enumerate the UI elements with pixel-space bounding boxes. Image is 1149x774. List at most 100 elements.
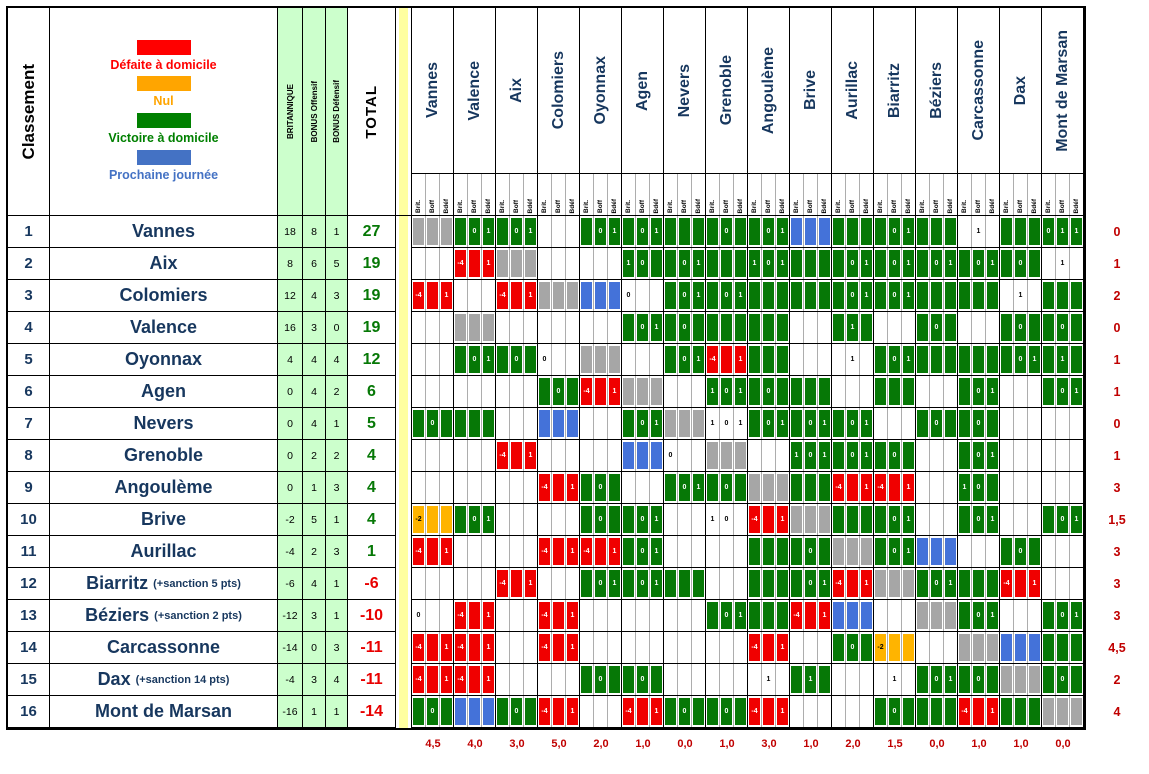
result-cell[interactable] xyxy=(874,568,916,600)
subheader-cell[interactable]: Brit. xyxy=(622,174,636,215)
result-cell[interactable]: -4 1 xyxy=(412,280,454,312)
result-cell[interactable]: -4 1 xyxy=(454,248,496,280)
result-cell[interactable] xyxy=(790,376,832,408)
bonus-offensif-cell[interactable]: 0 xyxy=(303,632,326,664)
total-points-cell[interactable]: -14 xyxy=(348,696,396,728)
bonus-offensif-cell[interactable]: 4 xyxy=(303,408,326,440)
result-cell[interactable] xyxy=(454,376,496,408)
result-cell[interactable]: -4 1 xyxy=(874,472,916,504)
result-cell[interactable]: 0 xyxy=(580,504,622,536)
result-cell[interactable] xyxy=(496,472,538,504)
subheader-cell[interactable]: Bdéf xyxy=(608,174,621,215)
subheader-cell[interactable]: Brit. xyxy=(958,174,972,215)
result-cell[interactable] xyxy=(580,600,622,632)
result-cell[interactable]: -4 1 xyxy=(412,632,454,664)
britannique-points-cell[interactable]: -2 xyxy=(278,504,303,536)
opponent-header-column[interactable]: Béziers Brit. Boff Bdéf xyxy=(916,8,958,215)
result-cell[interactable]: -4 1 xyxy=(412,664,454,696)
result-cell[interactable]: 0 xyxy=(748,376,790,408)
result-cell[interactable] xyxy=(748,568,790,600)
team-name-cell[interactable]: Aurillac xyxy=(50,536,278,568)
team-name-cell[interactable]: Dax (+sanction 14 pts) xyxy=(50,664,278,696)
bonus-defensif-cell[interactable]: 4 xyxy=(326,344,348,376)
subheader-cell[interactable]: Brit. xyxy=(412,174,426,215)
bonus-offensif-header-cell[interactable]: BONUS Offensif xyxy=(303,8,326,215)
opponent-header-column[interactable]: Vannes Brit. Boff Bdéf xyxy=(412,8,454,215)
britannique-points-cell[interactable]: 16 xyxy=(278,312,303,344)
result-cell[interactable] xyxy=(664,600,706,632)
team-name-cell[interactable]: Brive xyxy=(50,504,278,536)
result-cell[interactable] xyxy=(496,504,538,536)
result-cell[interactable] xyxy=(622,600,664,632)
result-cell[interactable] xyxy=(580,632,622,664)
result-cell[interactable]: 0 xyxy=(622,280,664,312)
result-cell[interactable]: 0 xyxy=(790,536,832,568)
subheader-cell[interactable]: Boff xyxy=(1014,174,1028,215)
subheader-cell[interactable]: Brit. xyxy=(916,174,930,215)
result-cell[interactable] xyxy=(958,632,1000,664)
opponent-header-column[interactable]: Nevers Brit. Boff Bdéf xyxy=(664,8,706,215)
britannique-points-cell[interactable]: -12 xyxy=(278,600,303,632)
opponent-header-column[interactable]: Grenoble Brit. Boff Bdéf xyxy=(706,8,748,215)
result-cell[interactable]: -4 1 xyxy=(538,632,580,664)
team-name-cell[interactable]: Biarritz (+sanction 5 pts) xyxy=(50,568,278,600)
result-cell[interactable] xyxy=(412,376,454,408)
team-name-cell[interactable]: Agen xyxy=(50,376,278,408)
result-cell[interactable] xyxy=(916,504,958,536)
result-cell[interactable] xyxy=(580,280,622,312)
opponent-name-cell[interactable]: Biarritz xyxy=(874,8,915,174)
subheader-cell[interactable]: Boff xyxy=(888,174,902,215)
rank-cell[interactable]: 15 xyxy=(8,664,50,696)
result-cell[interactable] xyxy=(832,664,874,696)
total-points-cell[interactable]: -6 xyxy=(348,568,396,600)
result-cell[interactable]: 1 xyxy=(1042,344,1084,376)
subheader-cell[interactable]: Brit. xyxy=(1000,174,1014,215)
subheader-cell[interactable]: Bdéf xyxy=(944,174,957,215)
rank-cell[interactable]: 3 xyxy=(8,280,50,312)
result-cell[interactable]: -4 1 xyxy=(454,600,496,632)
result-cell[interactable] xyxy=(748,600,790,632)
result-cell[interactable] xyxy=(958,312,1000,344)
result-cell[interactable]: -4 1 xyxy=(1000,568,1042,600)
result-cell[interactable] xyxy=(496,248,538,280)
team-name-cell[interactable]: Vannes xyxy=(50,216,278,248)
bonus-offensif-cell[interactable]: 3 xyxy=(303,312,326,344)
result-cell[interactable] xyxy=(748,440,790,472)
bonus-defensif-cell[interactable]: 4 xyxy=(326,664,348,696)
result-cell[interactable]: -2 xyxy=(874,632,916,664)
opponent-name-cell[interactable]: Nevers xyxy=(664,8,705,174)
result-cell[interactable] xyxy=(832,696,874,728)
rank-cell[interactable]: 8 xyxy=(8,440,50,472)
subheader-cell[interactable]: Brit. xyxy=(874,174,888,215)
bonus-defensif-cell[interactable]: 5 xyxy=(326,248,348,280)
result-cell[interactable] xyxy=(1000,376,1042,408)
result-cell[interactable] xyxy=(874,408,916,440)
result-cell[interactable]: 0 xyxy=(1000,312,1042,344)
result-cell[interactable] xyxy=(454,408,496,440)
bonus-offensif-cell[interactable]: 2 xyxy=(303,440,326,472)
opponent-name-cell[interactable]: Angoulème xyxy=(748,8,789,174)
total-points-cell[interactable]: 1 xyxy=(348,536,396,568)
result-cell[interactable] xyxy=(538,440,580,472)
bonus-offensif-cell[interactable]: 5 xyxy=(303,504,326,536)
rank-cell[interactable]: 9 xyxy=(8,472,50,504)
bonus-offensif-cell[interactable]: 8 xyxy=(303,216,326,248)
result-cell[interactable]: 0 xyxy=(874,696,916,728)
result-cell[interactable] xyxy=(580,248,622,280)
